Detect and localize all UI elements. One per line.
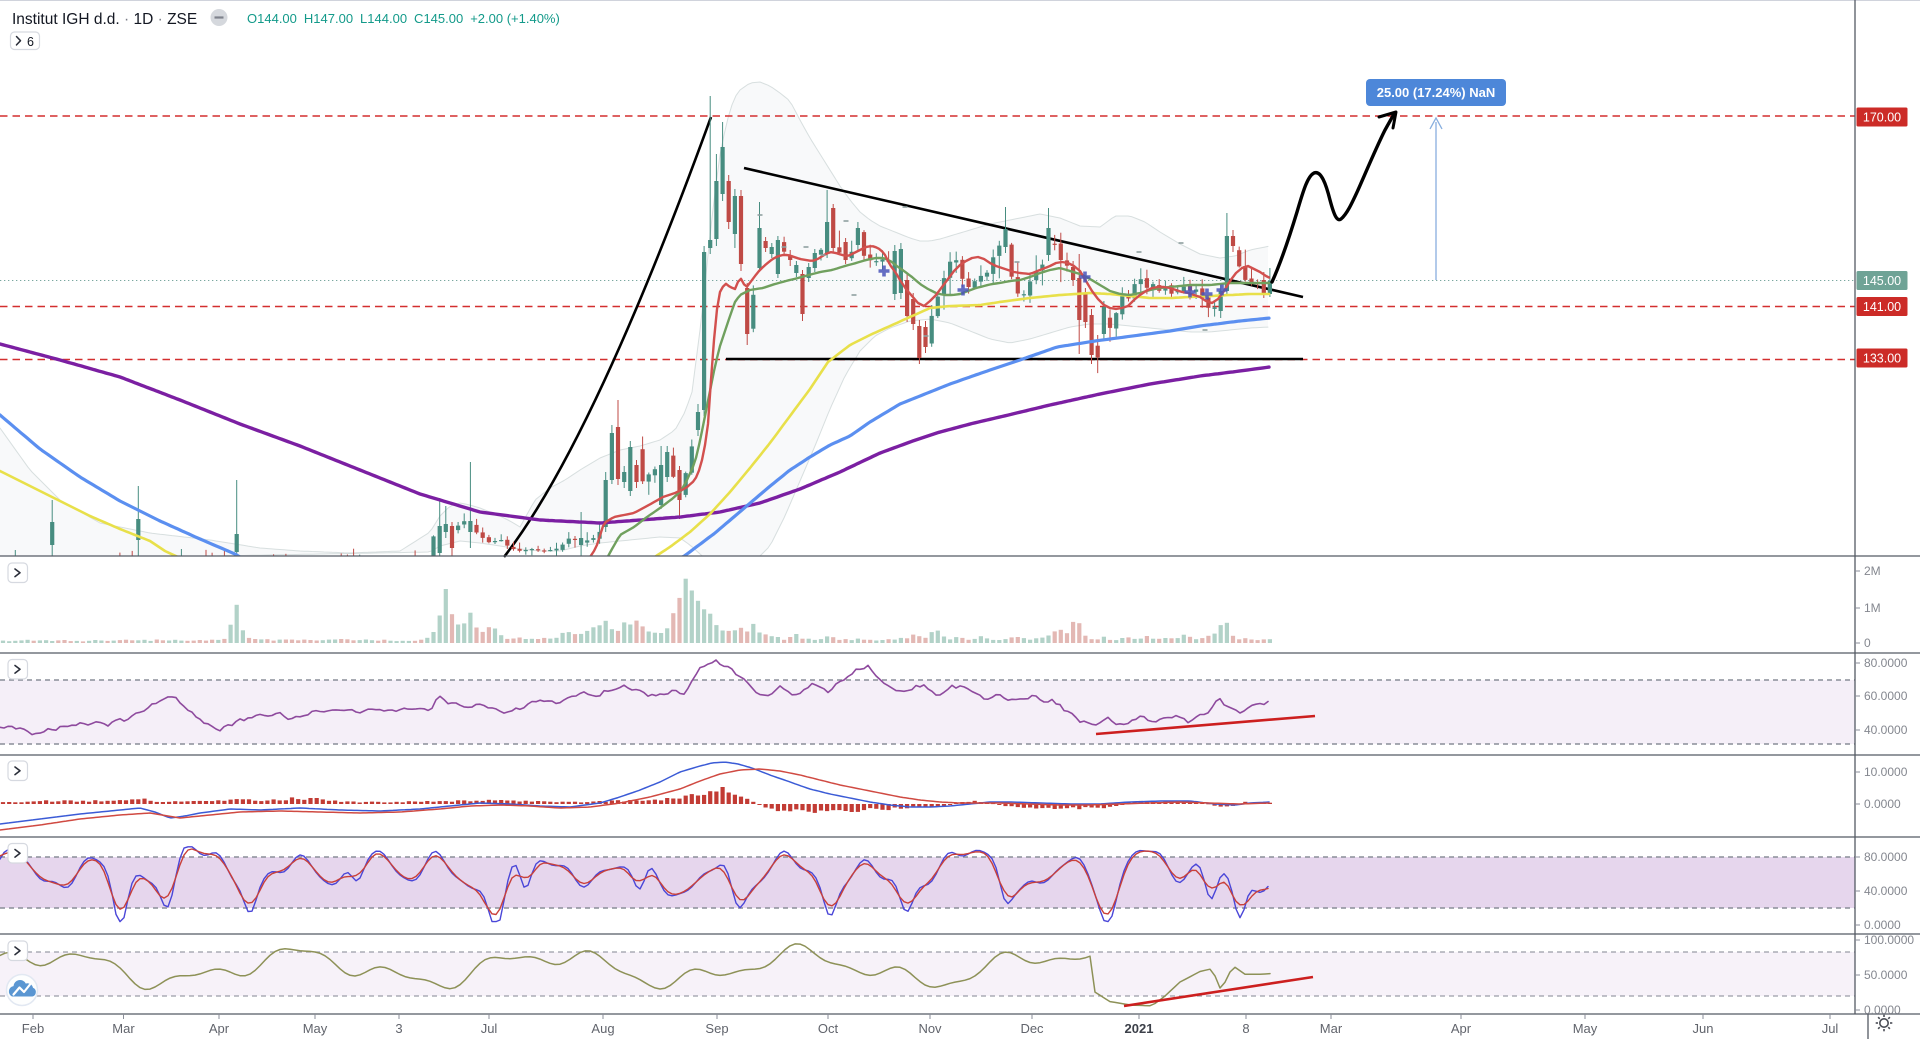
svg-text:10.0000: 10.0000: [1864, 765, 1908, 779]
svg-text:8: 8: [1242, 1021, 1249, 1036]
svg-text:0.0000: 0.0000: [1864, 797, 1901, 811]
svg-text:141.00: 141.00: [1863, 300, 1901, 314]
svg-text:Jul: Jul: [481, 1021, 498, 1036]
svg-text:2021: 2021: [1125, 1021, 1154, 1036]
svg-text:40.0000: 40.0000: [1864, 884, 1908, 898]
svg-text:May: May: [303, 1021, 328, 1036]
svg-text:145.00: 145.00: [1863, 274, 1901, 288]
svg-text:Institut IGH d.d. · 1D · ZSE: Institut IGH d.d. · 1D · ZSE: [12, 11, 197, 28]
svg-text:Mar: Mar: [1320, 1021, 1343, 1036]
svg-text:80.0000: 80.0000: [1864, 656, 1908, 670]
svg-text:Apr: Apr: [1451, 1021, 1472, 1036]
svg-text:0: 0: [1864, 636, 1871, 650]
svg-text:May: May: [1573, 1021, 1598, 1036]
svg-text:170.00: 170.00: [1863, 111, 1901, 125]
svg-text:133.00: 133.00: [1863, 352, 1901, 366]
svg-text:2M: 2M: [1864, 564, 1881, 578]
svg-text:1M: 1M: [1864, 601, 1881, 615]
svg-text:Aug: Aug: [591, 1021, 614, 1036]
svg-text:Dec: Dec: [1020, 1021, 1044, 1036]
svg-text:25.00 (17.24%) NaN: 25.00 (17.24%) NaN: [1377, 85, 1496, 100]
svg-text:0.0000: 0.0000: [1864, 918, 1901, 932]
svg-text:100.0000: 100.0000: [1864, 933, 1914, 947]
svg-text:50.0000: 50.0000: [1864, 968, 1908, 982]
svg-text:60.0000: 60.0000: [1864, 689, 1908, 703]
svg-text:Mar: Mar: [112, 1021, 135, 1036]
svg-text:Apr: Apr: [209, 1021, 230, 1036]
svg-text:Jul: Jul: [1822, 1021, 1839, 1036]
svg-text:Nov: Nov: [918, 1021, 942, 1036]
svg-text:Feb: Feb: [22, 1021, 44, 1036]
svg-text:80.0000: 80.0000: [1864, 850, 1908, 864]
svg-text:Oct: Oct: [818, 1021, 839, 1036]
svg-text:6: 6: [27, 35, 34, 49]
svg-text:3: 3: [395, 1021, 402, 1036]
svg-text:Sep: Sep: [705, 1021, 728, 1036]
svg-text:Jun: Jun: [1693, 1021, 1714, 1036]
svg-text:40.0000: 40.0000: [1864, 723, 1908, 737]
svg-text:0.0000: 0.0000: [1864, 1003, 1901, 1017]
